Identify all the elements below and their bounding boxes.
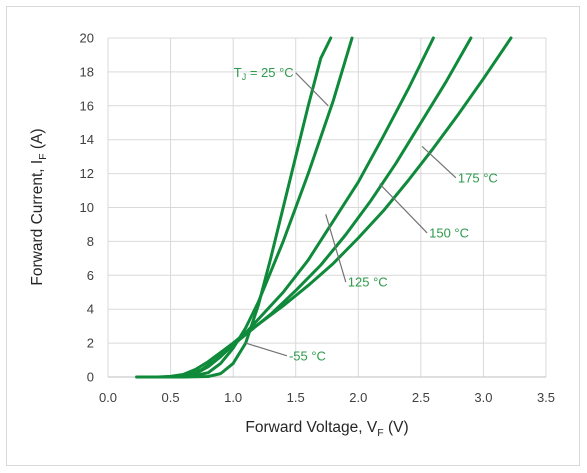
- x-tick-label: 0.5: [162, 390, 180, 405]
- chart-frame: [6, 6, 580, 466]
- y-tick-label: 6: [87, 268, 94, 283]
- x-tick-label: 2.5: [412, 390, 430, 405]
- annotation-leader: [421, 146, 457, 179]
- y-tick-label: 4: [87, 302, 94, 317]
- x-axis-title: Forward Voltage, VF (V): [245, 419, 408, 439]
- y-tick-label: 10: [80, 200, 94, 215]
- x-tick-label: 3.0: [474, 390, 492, 405]
- annotation-label: 150 °C: [429, 225, 469, 240]
- y-tick-label: 8: [87, 234, 94, 249]
- annotation-leader: [245, 342, 288, 357]
- annotation-label: TJ = 25 °C: [234, 65, 294, 82]
- y-tick-label: 16: [80, 98, 94, 113]
- x-tick-label: 1.5: [287, 390, 305, 405]
- annotation-label: 175 °C: [458, 170, 498, 185]
- y-tick-label: 14: [80, 132, 94, 147]
- x-tick-label: 2.0: [349, 390, 367, 405]
- x-tick-label: 1.0: [224, 390, 242, 405]
- x-tick-label: 0.0: [99, 390, 117, 405]
- annotation-label: 125 °C: [348, 275, 388, 290]
- annotation-label: -55 °C: [289, 348, 326, 363]
- y-tick-label: 12: [80, 166, 94, 181]
- y-tick-label: 18: [80, 64, 94, 79]
- x-tick-label: 3.5: [537, 390, 555, 405]
- annotation-leader: [325, 214, 347, 283]
- y-axis-title: Forward Current, IF (A): [29, 128, 49, 285]
- y-tick-label: 2: [87, 336, 94, 351]
- y-tick-label: 20: [80, 31, 94, 46]
- annotation-leader: [379, 183, 428, 234]
- annotation-leader: [295, 72, 329, 107]
- y-tick-label: 0: [87, 370, 94, 385]
